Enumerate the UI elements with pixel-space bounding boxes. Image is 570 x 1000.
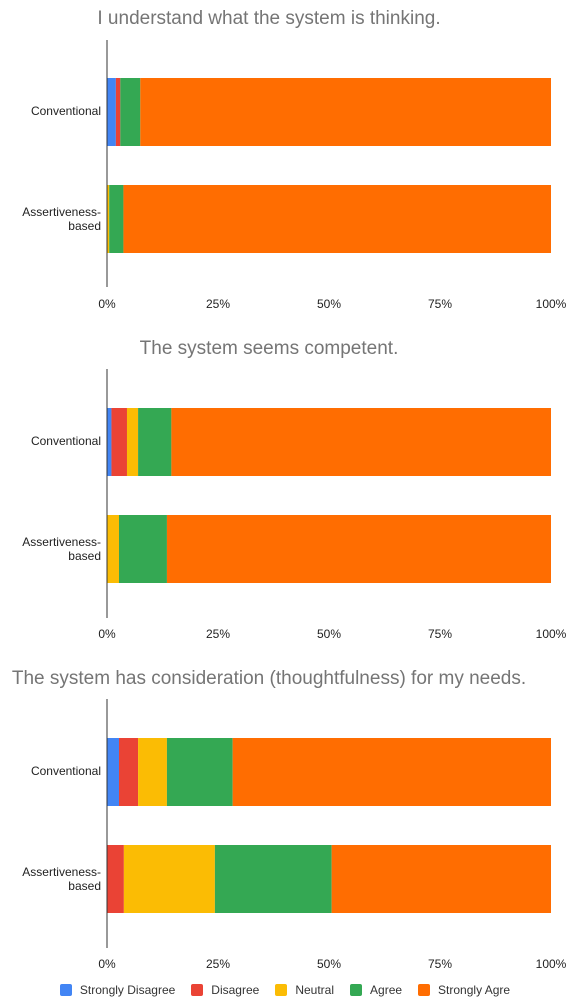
bar-segment-disagree bbox=[107, 845, 124, 913]
category-label: Conventional bbox=[31, 104, 101, 118]
category-label: Assertiveness- bbox=[22, 535, 101, 549]
chart-title-3: The system has consideration (thoughtful… bbox=[12, 668, 526, 689]
legend-item-neutral: Neutral bbox=[275, 983, 334, 997]
legend-label-agree: Agree bbox=[370, 983, 403, 997]
legend-label-strongly-agree: Strongly Agre bbox=[438, 983, 511, 997]
legend-swatch-strongly-disagree bbox=[59, 984, 72, 996]
legend-swatch-strongly-agree bbox=[418, 984, 431, 996]
bar-segment-disagree bbox=[111, 408, 127, 476]
x-tick-label: 100% bbox=[536, 627, 567, 641]
category-label: based bbox=[68, 219, 101, 233]
bar-segment-strongly-disagree bbox=[107, 408, 112, 476]
bar-segment-strongly-agree bbox=[166, 515, 551, 583]
x-tick-label: 0% bbox=[98, 297, 116, 311]
bar-segment-strongly-agree bbox=[140, 78, 552, 146]
bar-segment-agree bbox=[109, 185, 124, 253]
x-tick-label: 100% bbox=[536, 297, 567, 311]
x-tick-label: 25% bbox=[206, 957, 230, 971]
chart-title-2: The system seems competent. bbox=[140, 338, 399, 359]
bar-segment-strongly-agree bbox=[171, 408, 551, 476]
bar-segment-agree bbox=[120, 78, 141, 146]
x-tick-label: 25% bbox=[206, 627, 230, 641]
bar-segment-neutral bbox=[107, 185, 110, 253]
legend: Strongly Disagree Disagree Neutral Agree… bbox=[0, 980, 570, 1000]
legend-swatch-neutral bbox=[275, 984, 288, 996]
bar-segment-neutral bbox=[123, 845, 215, 913]
legend-item-strongly-agree: Strongly Agre bbox=[418, 983, 510, 997]
x-tick-label: 50% bbox=[317, 957, 341, 971]
legend-item-strongly-disagree: Strongly Disagree bbox=[59, 983, 176, 997]
x-tick-label: 75% bbox=[428, 957, 452, 971]
x-tick-label: 50% bbox=[317, 297, 341, 311]
category-label: Assertiveness- bbox=[22, 205, 101, 219]
bar-segment-agree bbox=[138, 408, 172, 476]
bar-segment-strongly-disagree bbox=[107, 738, 119, 806]
chart-title-1: I understand what the system is thinking… bbox=[97, 8, 440, 29]
x-tick-label: 75% bbox=[428, 627, 452, 641]
bar-segment-neutral bbox=[107, 515, 119, 583]
legend-label-strongly-disagree: Strongly Disagree bbox=[79, 983, 176, 997]
bar-segment-neutral bbox=[138, 738, 167, 806]
bar-segment-disagree bbox=[118, 738, 139, 806]
bar-segment-strongly-disagree bbox=[107, 78, 116, 146]
category-label: Conventional bbox=[31, 434, 101, 448]
x-tick-label: 75% bbox=[428, 297, 452, 311]
legend-swatch-agree bbox=[350, 984, 363, 996]
category-label: Conventional bbox=[31, 764, 101, 778]
bar-segment-neutral bbox=[126, 408, 139, 476]
bar-segment-strongly-agree bbox=[331, 845, 551, 913]
legend-item-agree: Agree bbox=[350, 983, 402, 997]
category-label: Assertiveness- bbox=[22, 865, 101, 879]
bar-segment-disagree bbox=[115, 78, 121, 146]
bar-segment-strongly-agree bbox=[232, 738, 551, 806]
legend-swatch-disagree bbox=[191, 984, 204, 996]
x-tick-label: 25% bbox=[206, 297, 230, 311]
bar-segment-agree bbox=[118, 515, 167, 583]
bar-segment-strongly-agree bbox=[123, 185, 552, 253]
legend-label-neutral: Neutral bbox=[295, 983, 335, 997]
bar-segment-agree bbox=[214, 845, 332, 913]
category-label: based bbox=[68, 549, 101, 563]
legend-item-disagree: Disagree bbox=[191, 983, 259, 997]
x-tick-label: 50% bbox=[317, 627, 341, 641]
x-tick-label: 0% bbox=[98, 627, 116, 641]
category-label: based bbox=[68, 879, 101, 893]
x-tick-label: 0% bbox=[98, 957, 116, 971]
legend-label-disagree: Disagree bbox=[211, 983, 260, 997]
bar-segment-agree bbox=[166, 738, 233, 806]
x-tick-label: 100% bbox=[536, 957, 567, 971]
